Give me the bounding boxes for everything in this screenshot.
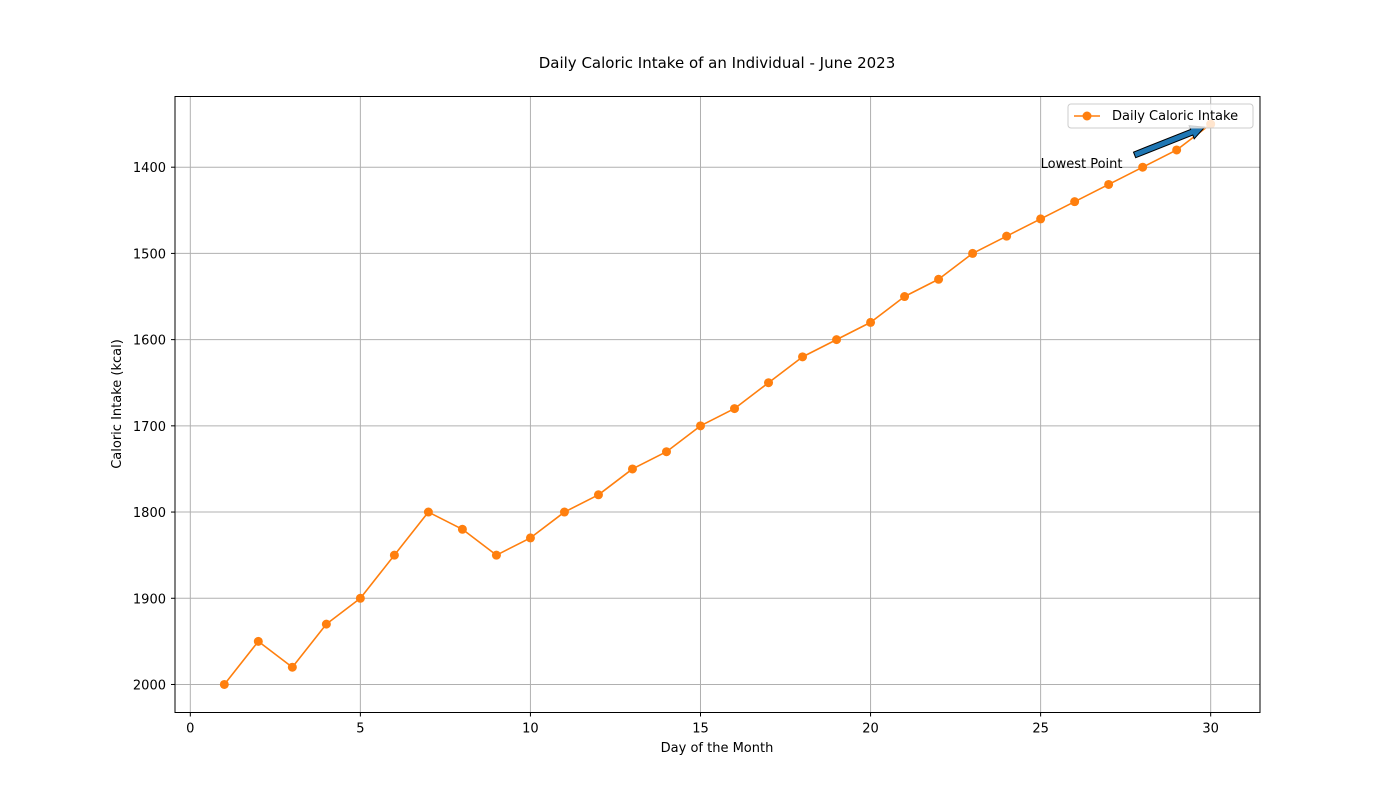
data-point <box>559 507 569 517</box>
annotation: Lowest Point <box>1041 125 1206 172</box>
data-point <box>1104 179 1114 189</box>
data-point <box>219 679 229 689</box>
data-point <box>1172 145 1182 155</box>
data-point <box>900 292 910 302</box>
y-tick-label: 1900 <box>133 592 166 607</box>
y-axis-label: Caloric Intake (kcal) <box>110 339 125 469</box>
y-tick-label: 1700 <box>133 420 166 435</box>
data-point <box>355 593 365 603</box>
data-point <box>968 248 978 258</box>
x-tick-label: 10 <box>522 722 539 737</box>
data-point <box>695 421 705 431</box>
data-point <box>491 550 501 560</box>
data-point <box>661 447 671 457</box>
data-point <box>593 490 603 500</box>
data-point <box>798 352 808 362</box>
y-tick-label: 2000 <box>133 678 166 693</box>
data-point <box>832 335 842 345</box>
series-layer <box>219 119 1216 689</box>
data-point <box>525 533 535 543</box>
data-point <box>321 619 331 629</box>
chart-title: Daily Caloric Intake of an Individual - … <box>539 54 896 72</box>
data-point <box>764 378 774 388</box>
data-point <box>253 636 263 646</box>
x-tick-label: 0 <box>186 722 194 737</box>
data-point <box>934 274 944 284</box>
grid-lines <box>175 96 1260 713</box>
y-tick-label: 1400 <box>133 161 166 176</box>
x-axis-label: Day of the Month <box>661 741 774 756</box>
data-point <box>287 662 297 672</box>
data-point <box>389 550 399 560</box>
data-point <box>423 507 433 517</box>
data-point <box>627 464 637 474</box>
legend: Daily Caloric Intake <box>1067 103 1254 129</box>
plot-frame <box>174 96 1261 713</box>
y-axis: 1400 1500 1600 1700 1800 1900 2000 <box>133 161 175 693</box>
legend-marker-swatch <box>1082 111 1092 121</box>
y-tick-label: 1600 <box>133 334 166 349</box>
data-point <box>730 404 740 414</box>
legend-entry-label: Daily Caloric Intake <box>1112 109 1238 124</box>
annotation-label: Lowest Point <box>1041 157 1123 172</box>
data-point <box>1138 162 1148 172</box>
x-tick-label: 20 <box>862 722 879 737</box>
y-tick-label: 1800 <box>133 506 166 521</box>
data-point <box>866 317 876 327</box>
x-tick-label: 30 <box>1202 722 1219 737</box>
x-tick-label: 5 <box>356 722 364 737</box>
x-tick-label: 25 <box>1032 722 1049 737</box>
series-line <box>223 123 1212 685</box>
data-point <box>457 524 467 534</box>
data-point <box>1002 231 1012 241</box>
data-point <box>1036 214 1046 224</box>
y-tick-label: 1500 <box>133 247 166 262</box>
data-point <box>1070 197 1080 207</box>
x-tick-label: 15 <box>692 722 709 737</box>
legend-box <box>1067 103 1254 129</box>
x-axis: 0 5 10 15 20 25 30 <box>186 712 1219 737</box>
